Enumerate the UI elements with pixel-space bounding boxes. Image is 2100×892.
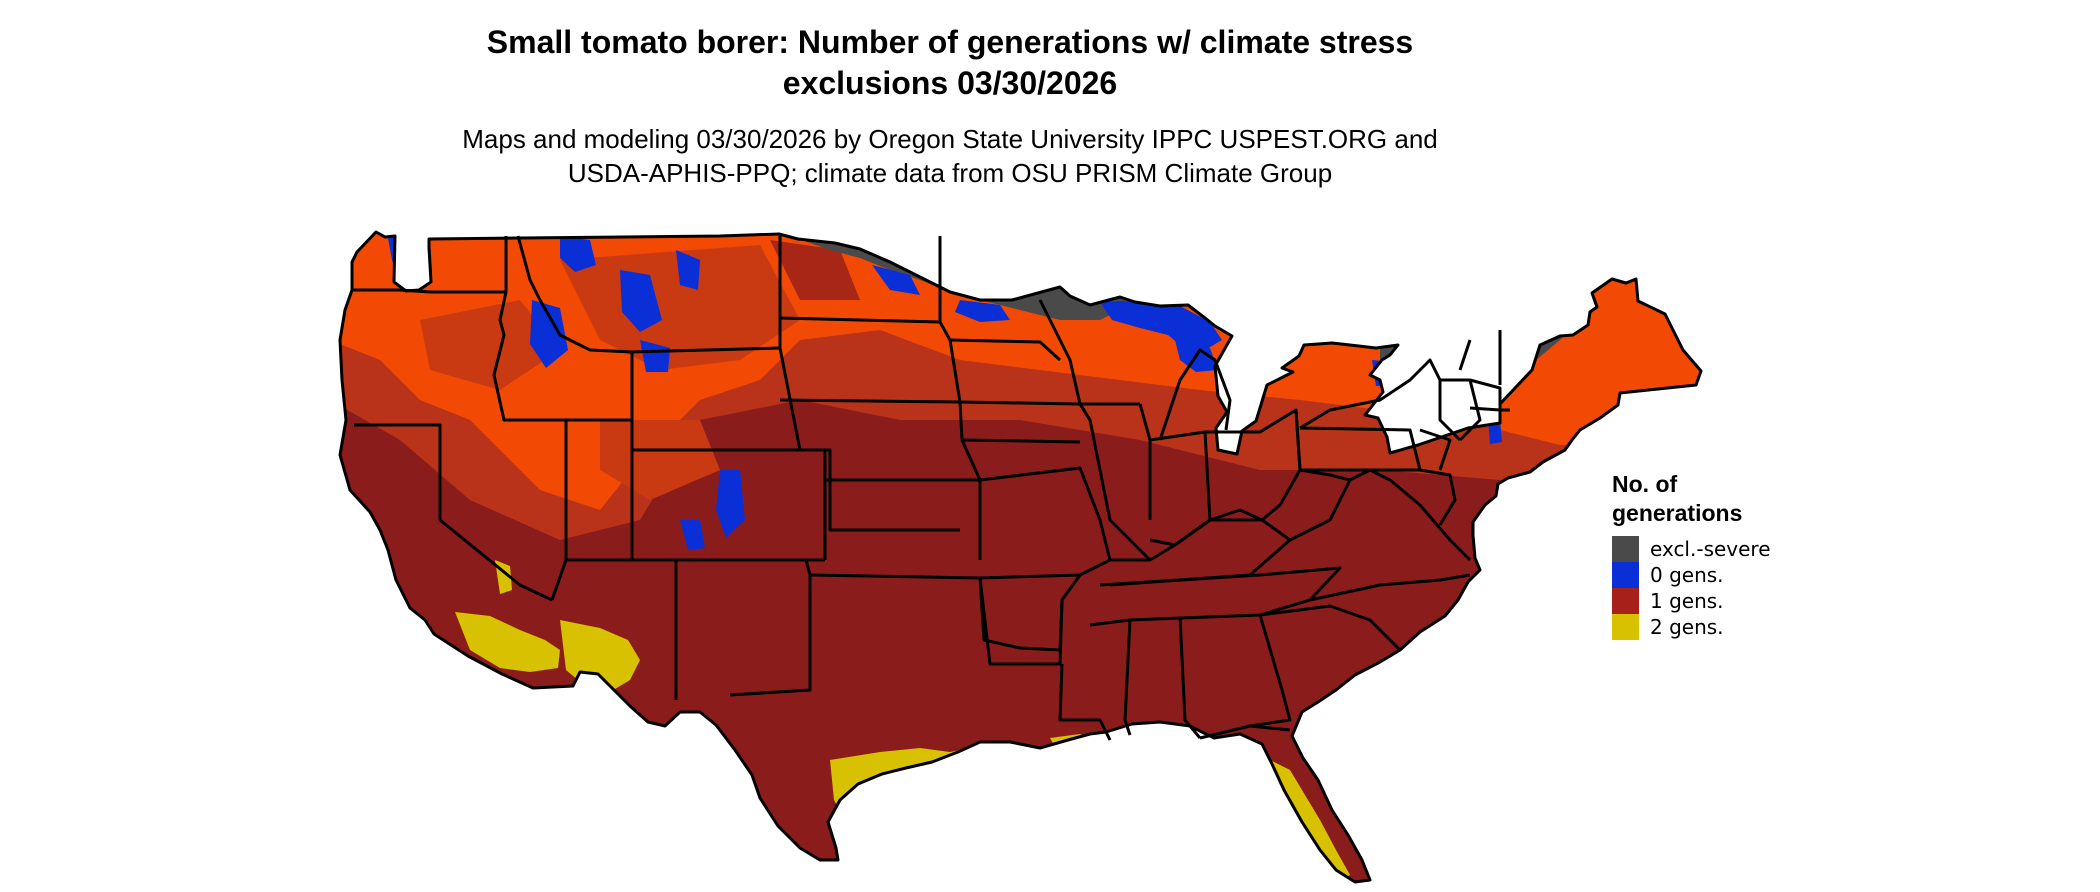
- legend-item-0-gens: 0 gens.: [1612, 562, 1832, 588]
- legend-swatch: [1612, 536, 1639, 562]
- legend-swatch: [1612, 588, 1639, 614]
- map-subtitle-line-2: USDA-APHIS-PPQ; climate data from OSU PR…: [567, 158, 1333, 188]
- legend-title: No. of generations: [1612, 470, 1832, 528]
- legend-item-1-gens: 1 gens.: [1612, 588, 1832, 614]
- legend-item-excl-severe: excl.-severe: [1612, 536, 1832, 562]
- map-title-line-1: Small tomato borer: Number of generation…: [486, 24, 1414, 60]
- state-borders: [338, 230, 1703, 884]
- legend-label: 0 gens.: [1650, 563, 1724, 587]
- legend: No. of generations excl.-severe 0 gens. …: [1612, 470, 1832, 640]
- legend-label: excl.-severe: [1650, 537, 1771, 561]
- legend-swatch: [1612, 562, 1639, 588]
- map-title: Small tomato borer: Number of generation…: [360, 22, 1540, 104]
- legend-swatch: [1612, 614, 1639, 640]
- legend-label: 2 gens.: [1650, 615, 1724, 639]
- map-title-line-2: exclusions 03/30/2026: [782, 65, 1118, 101]
- legend-item-2-gens: 2 gens.: [1612, 614, 1832, 640]
- legend-title-line-2: generations: [1612, 500, 1743, 526]
- legend-label: 1 gens.: [1650, 589, 1724, 613]
- legend-title-line-1: No. of: [1612, 471, 1678, 497]
- map-subtitle: Maps and modeling 03/30/2026 by Oregon S…: [360, 122, 1540, 190]
- map-subtitle-line-1: Maps and modeling 03/30/2026 by Oregon S…: [462, 124, 1438, 154]
